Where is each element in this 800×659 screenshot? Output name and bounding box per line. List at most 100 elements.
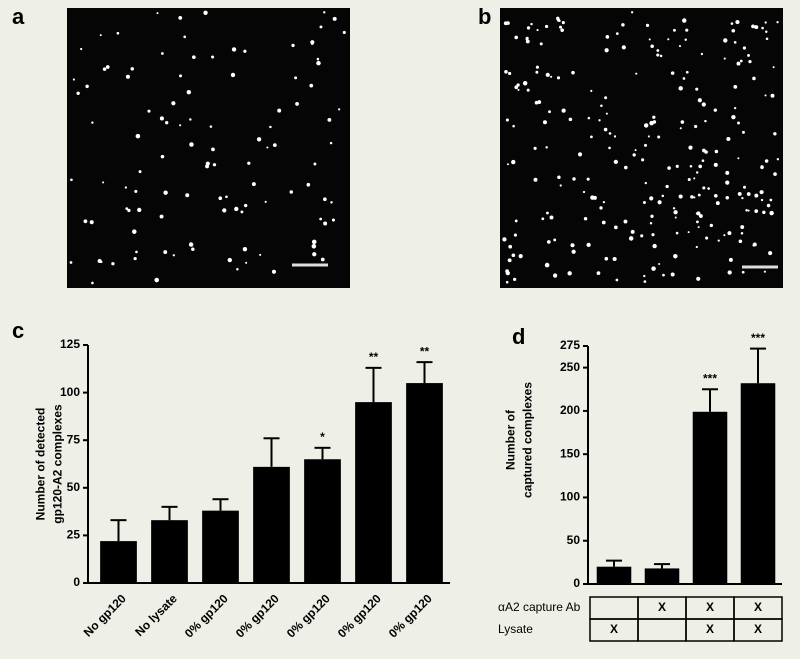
particle	[702, 186, 706, 190]
y-tick-label: 50	[67, 480, 81, 494]
particle	[183, 35, 187, 39]
particle	[760, 165, 764, 170]
particle	[323, 197, 327, 202]
particle	[747, 209, 750, 212]
particle	[689, 164, 693, 168]
particle	[644, 181, 647, 185]
particle	[552, 273, 558, 278]
particle	[739, 59, 743, 63]
particle	[294, 76, 298, 80]
particle	[332, 16, 337, 21]
y-tick-label: 125	[60, 337, 80, 351]
particle	[754, 209, 759, 213]
particle	[542, 120, 547, 125]
particle	[227, 257, 232, 263]
particle	[536, 28, 539, 32]
particle	[230, 72, 236, 78]
particle	[289, 190, 294, 194]
particle	[623, 219, 628, 224]
particle	[601, 220, 606, 225]
particle	[723, 234, 726, 237]
micrograph	[67, 8, 350, 288]
particle	[658, 262, 661, 266]
particle	[544, 262, 550, 268]
particle	[319, 25, 323, 29]
particle	[659, 54, 663, 58]
particle	[319, 217, 322, 221]
particle	[740, 231, 744, 235]
row-label: Lysate	[498, 622, 533, 636]
particle	[727, 270, 732, 275]
particle	[761, 26, 764, 30]
particle	[163, 190, 168, 195]
particle	[558, 19, 561, 23]
particle	[313, 162, 317, 166]
particle	[85, 84, 89, 89]
particle	[172, 254, 175, 257]
particle	[700, 52, 704, 56]
particle	[643, 123, 649, 128]
particle	[769, 198, 773, 202]
particle	[544, 24, 549, 29]
particle	[623, 165, 628, 170]
particle	[682, 77, 686, 80]
particle	[736, 61, 741, 66]
particle	[725, 170, 730, 175]
particle	[768, 251, 773, 256]
particle	[525, 39, 530, 44]
particle	[590, 89, 593, 92]
particle	[656, 49, 660, 52]
particle	[191, 247, 195, 251]
particle	[147, 109, 151, 113]
particle	[741, 270, 745, 274]
particle	[559, 184, 562, 187]
particle	[608, 132, 612, 135]
particle	[539, 42, 543, 46]
y-tick-label: 0	[573, 576, 580, 590]
particle	[678, 45, 682, 48]
particle	[738, 239, 743, 244]
particle	[760, 198, 764, 202]
particle	[295, 102, 299, 106]
particle	[291, 43, 295, 48]
particle	[80, 47, 83, 51]
particle	[209, 125, 213, 128]
y-axis-label: captured complexes	[521, 382, 535, 498]
particle	[672, 28, 676, 32]
particle	[505, 118, 509, 122]
particle	[674, 216, 677, 219]
particle	[725, 180, 730, 185]
particle	[212, 163, 217, 167]
particle	[516, 83, 520, 87]
particle	[605, 35, 610, 39]
particle	[91, 121, 94, 124]
particle	[680, 120, 685, 124]
cell-mark: X	[610, 622, 618, 636]
particle	[160, 154, 165, 159]
particle	[702, 148, 706, 153]
particle	[125, 207, 129, 211]
particle	[737, 121, 740, 125]
particle	[545, 146, 548, 149]
particle	[751, 24, 755, 29]
particle	[605, 112, 608, 115]
particle	[502, 237, 507, 242]
particle	[687, 231, 690, 234]
cell-mark: X	[754, 622, 762, 636]
particle	[186, 89, 192, 95]
bar	[304, 459, 341, 583]
panel-label: c	[12, 318, 24, 343]
particle	[535, 70, 539, 74]
particle	[185, 193, 190, 198]
bar	[692, 411, 728, 584]
significance: ***	[751, 331, 765, 345]
cell-mark: X	[706, 622, 714, 636]
particle	[522, 81, 528, 86]
particle	[135, 250, 138, 254]
particle	[613, 159, 619, 164]
particle	[577, 152, 583, 157]
bar	[202, 510, 239, 583]
particle	[514, 219, 518, 223]
particle	[138, 170, 142, 174]
particle	[247, 161, 251, 165]
